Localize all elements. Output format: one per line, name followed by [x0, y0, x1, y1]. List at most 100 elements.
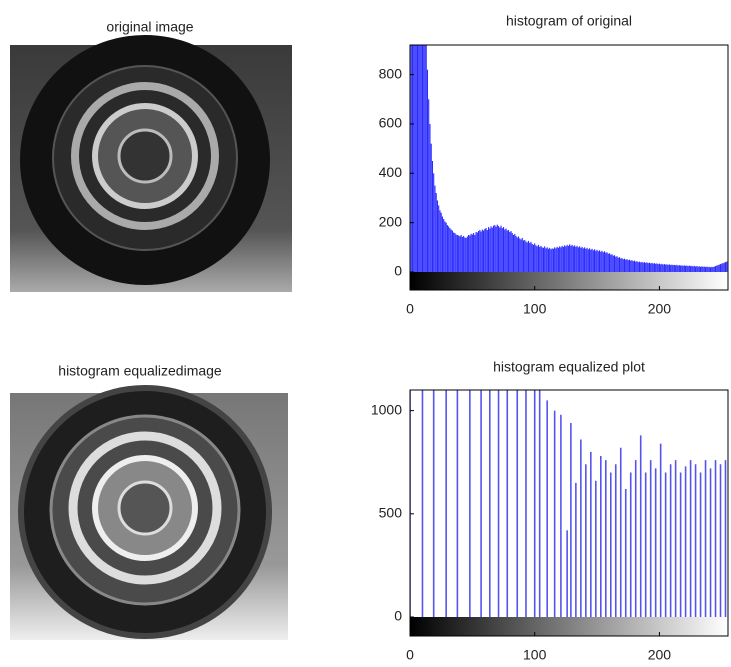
bar — [675, 265, 677, 272]
bar — [537, 244, 540, 272]
bar — [576, 245, 578, 272]
bar — [704, 267, 707, 272]
bar — [502, 227, 505, 272]
bar — [712, 267, 714, 272]
bar — [692, 266, 694, 272]
bar — [687, 266, 689, 272]
bar — [446, 225, 448, 272]
bar — [726, 261, 728, 272]
bar — [413, 45, 415, 272]
bar — [517, 236, 520, 272]
bar — [602, 252, 604, 272]
bar — [630, 260, 632, 272]
bar — [633, 260, 636, 272]
bar — [591, 248, 593, 272]
bar — [571, 244, 573, 272]
bar — [532, 244, 535, 272]
y-tick-label: 400 — [379, 164, 403, 180]
bar — [719, 264, 722, 272]
bar — [660, 264, 662, 272]
bar — [507, 230, 510, 272]
bar — [722, 263, 724, 272]
bar — [448, 226, 450, 272]
bar — [469, 235, 471, 272]
y-tick-label: 0 — [394, 608, 402, 624]
bar — [556, 246, 558, 272]
bar — [596, 249, 598, 272]
bar — [436, 200, 438, 272]
bar — [480, 231, 482, 272]
bar — [465, 237, 467, 272]
bar — [497, 226, 500, 272]
bar — [443, 218, 445, 272]
bar — [577, 247, 579, 272]
bar — [429, 123, 431, 272]
bar — [522, 240, 525, 272]
bar — [681, 265, 683, 272]
bar — [717, 265, 719, 272]
bar — [439, 210, 441, 272]
bar — [611, 254, 613, 272]
bar — [410, 45, 412, 272]
bar — [438, 205, 440, 272]
bar — [471, 234, 473, 272]
bar — [488, 227, 490, 272]
bar — [434, 185, 436, 272]
bar — [698, 266, 700, 272]
bar — [527, 240, 530, 272]
bar — [451, 230, 453, 272]
bar — [618, 257, 621, 272]
bar — [641, 261, 643, 272]
bar — [565, 246, 567, 272]
bar — [483, 230, 485, 272]
bar — [635, 261, 637, 272]
bar — [688, 265, 690, 272]
equalized-image — [10, 385, 288, 640]
bar — [670, 265, 672, 272]
bar — [557, 247, 559, 272]
x-tick-label: 0 — [406, 301, 414, 317]
bar — [441, 216, 443, 272]
bar — [550, 249, 552, 272]
bar — [562, 246, 564, 272]
bar — [485, 228, 487, 272]
x-tick-label: 200 — [648, 647, 672, 663]
bar — [481, 229, 483, 272]
plot-area — [410, 390, 727, 617]
bar — [504, 229, 506, 272]
bar — [617, 257, 619, 272]
x-tick-label: 0 — [406, 647, 414, 663]
bar — [547, 248, 549, 272]
bar — [466, 236, 468, 272]
bar — [595, 250, 597, 272]
bar — [546, 247, 548, 272]
bar — [594, 249, 596, 272]
bar — [605, 252, 607, 272]
bar — [554, 247, 556, 272]
bar — [685, 265, 687, 272]
bar — [545, 248, 547, 272]
bar — [435, 193, 437, 272]
bar — [628, 259, 631, 272]
bar — [500, 225, 502, 272]
bar — [598, 250, 601, 272]
bar — [597, 251, 599, 272]
bar — [632, 261, 634, 272]
bar — [638, 261, 641, 272]
bar — [423, 45, 425, 272]
bar — [697, 266, 699, 272]
bar — [511, 233, 513, 272]
bar — [695, 266, 697, 272]
bar — [637, 262, 639, 272]
bar — [450, 229, 452, 272]
bar — [724, 262, 727, 272]
x-tick-label: 200 — [648, 301, 672, 317]
bar — [678, 265, 680, 272]
bar — [707, 267, 709, 272]
bar — [673, 264, 675, 272]
bar — [484, 228, 486, 272]
y-tick-label: 1000 — [371, 401, 402, 417]
bar — [476, 232, 478, 272]
plot-title: histogram equalized plot — [493, 359, 645, 375]
